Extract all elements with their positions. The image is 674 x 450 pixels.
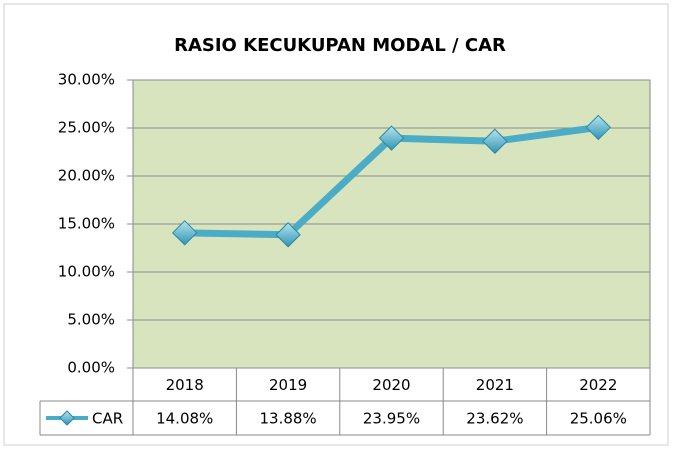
marker xyxy=(585,114,612,141)
table-value: 23.62% xyxy=(466,410,523,428)
y-tick-label: 5.00% xyxy=(67,311,115,329)
marker xyxy=(171,220,198,246)
x-tick-label: 2022 xyxy=(579,376,617,394)
y-tick-label: 10.00% xyxy=(58,263,115,281)
y-tick-label: 15.00% xyxy=(58,215,115,233)
y-tick-label: 25.00% xyxy=(58,119,115,137)
x-tick-label: 2020 xyxy=(372,376,410,394)
x-tick-label: 2019 xyxy=(269,376,307,394)
table-value: 25.06% xyxy=(570,410,627,428)
x-tick-label: 2018 xyxy=(166,376,204,394)
marker xyxy=(482,128,508,154)
marker xyxy=(378,125,405,151)
marker xyxy=(275,222,301,248)
y-tick-label: 20.00% xyxy=(58,167,115,185)
chart-title: RASIO KECUKUPAN MODAL / CAR xyxy=(174,35,506,56)
marker xyxy=(59,410,75,426)
y-tick-label: 30.00% xyxy=(58,71,115,89)
y-tick-label: 0.00% xyxy=(67,359,115,377)
legend-label: CAR xyxy=(92,410,123,428)
table-value: 14.08% xyxy=(156,410,213,428)
table-value: 13.88% xyxy=(259,410,316,428)
x-tick-label: 2021 xyxy=(476,376,514,394)
table-value: 23.95% xyxy=(363,410,420,428)
